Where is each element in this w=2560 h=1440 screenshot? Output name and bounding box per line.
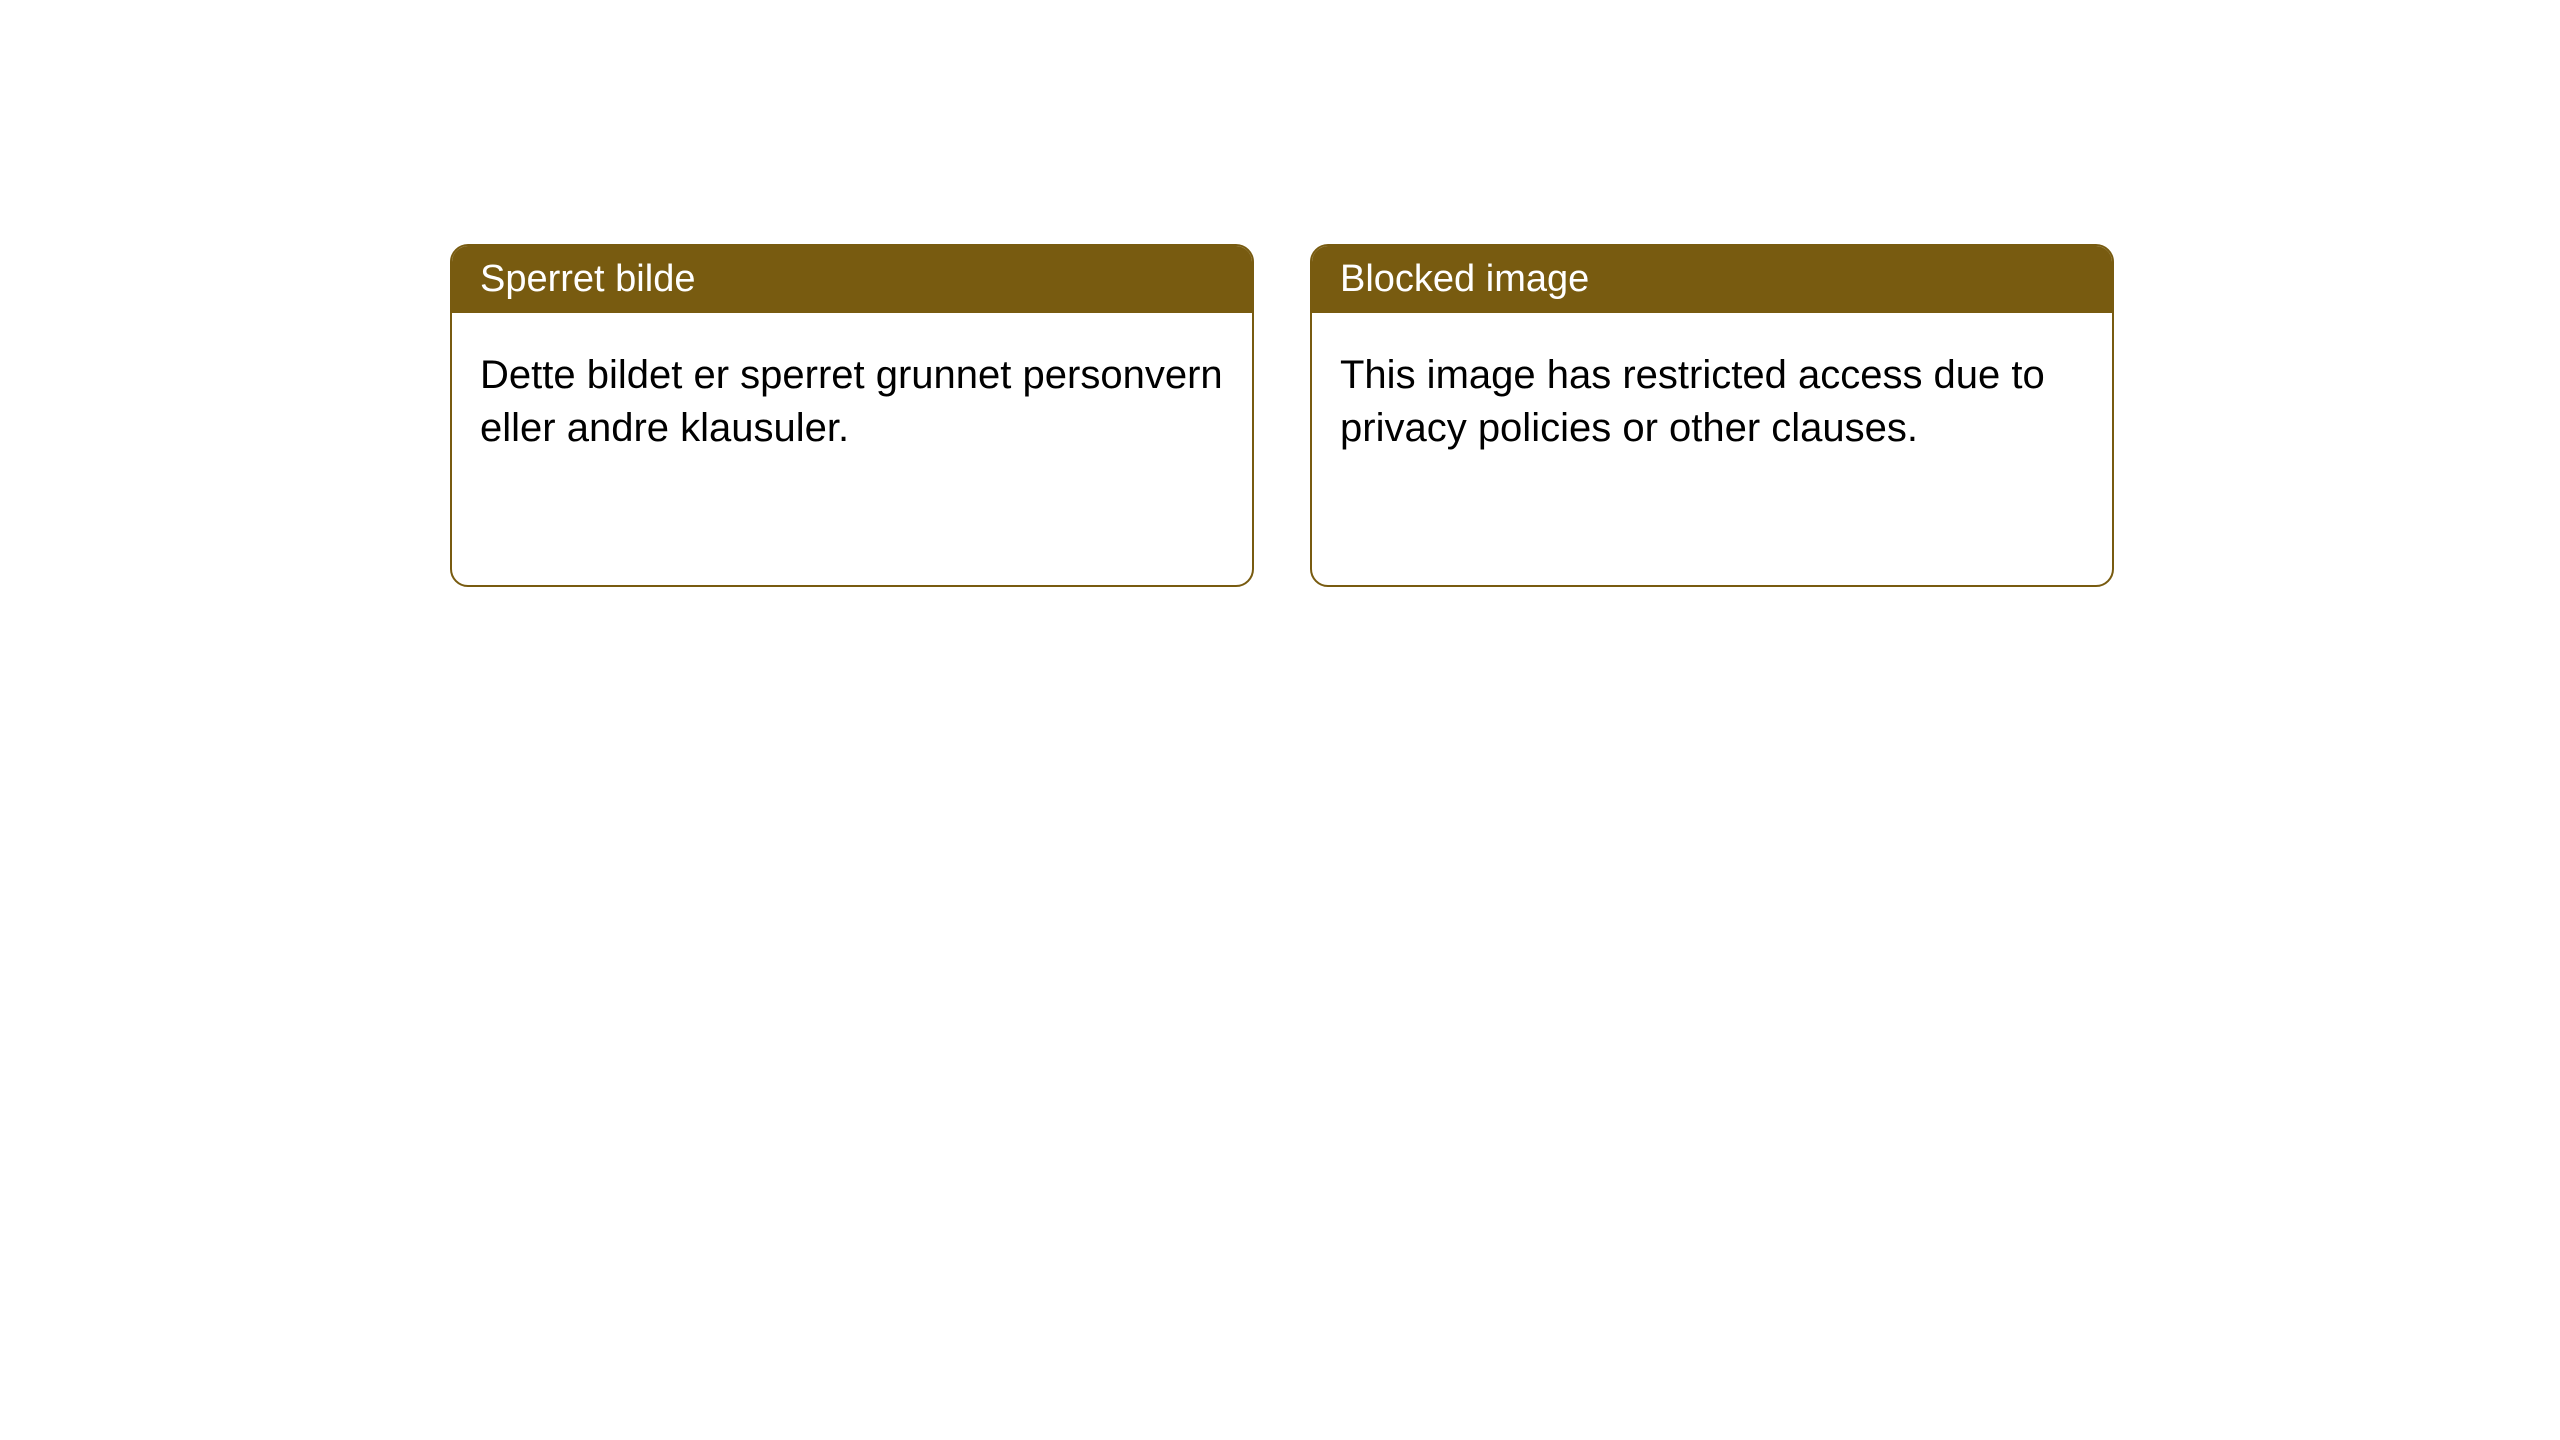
notice-title-norwegian: Sperret bilde xyxy=(480,258,695,300)
notice-card-norwegian: Sperret bilde Dette bildet er sperret gr… xyxy=(450,244,1254,587)
notice-header-english: Blocked image xyxy=(1312,246,2112,313)
notice-header-norwegian: Sperret bilde xyxy=(452,246,1252,313)
notice-container: Sperret bilde Dette bildet er sperret gr… xyxy=(0,0,2560,587)
notice-card-english: Blocked image This image has restricted … xyxy=(1310,244,2114,587)
notice-body-english: This image has restricted access due to … xyxy=(1312,313,2112,585)
notice-body-norwegian: Dette bildet er sperret grunnet personve… xyxy=(452,313,1252,585)
notice-text-english: This image has restricted access due to … xyxy=(1340,353,2045,450)
notice-text-norwegian: Dette bildet er sperret grunnet personve… xyxy=(480,353,1223,450)
notice-title-english: Blocked image xyxy=(1340,258,1589,300)
